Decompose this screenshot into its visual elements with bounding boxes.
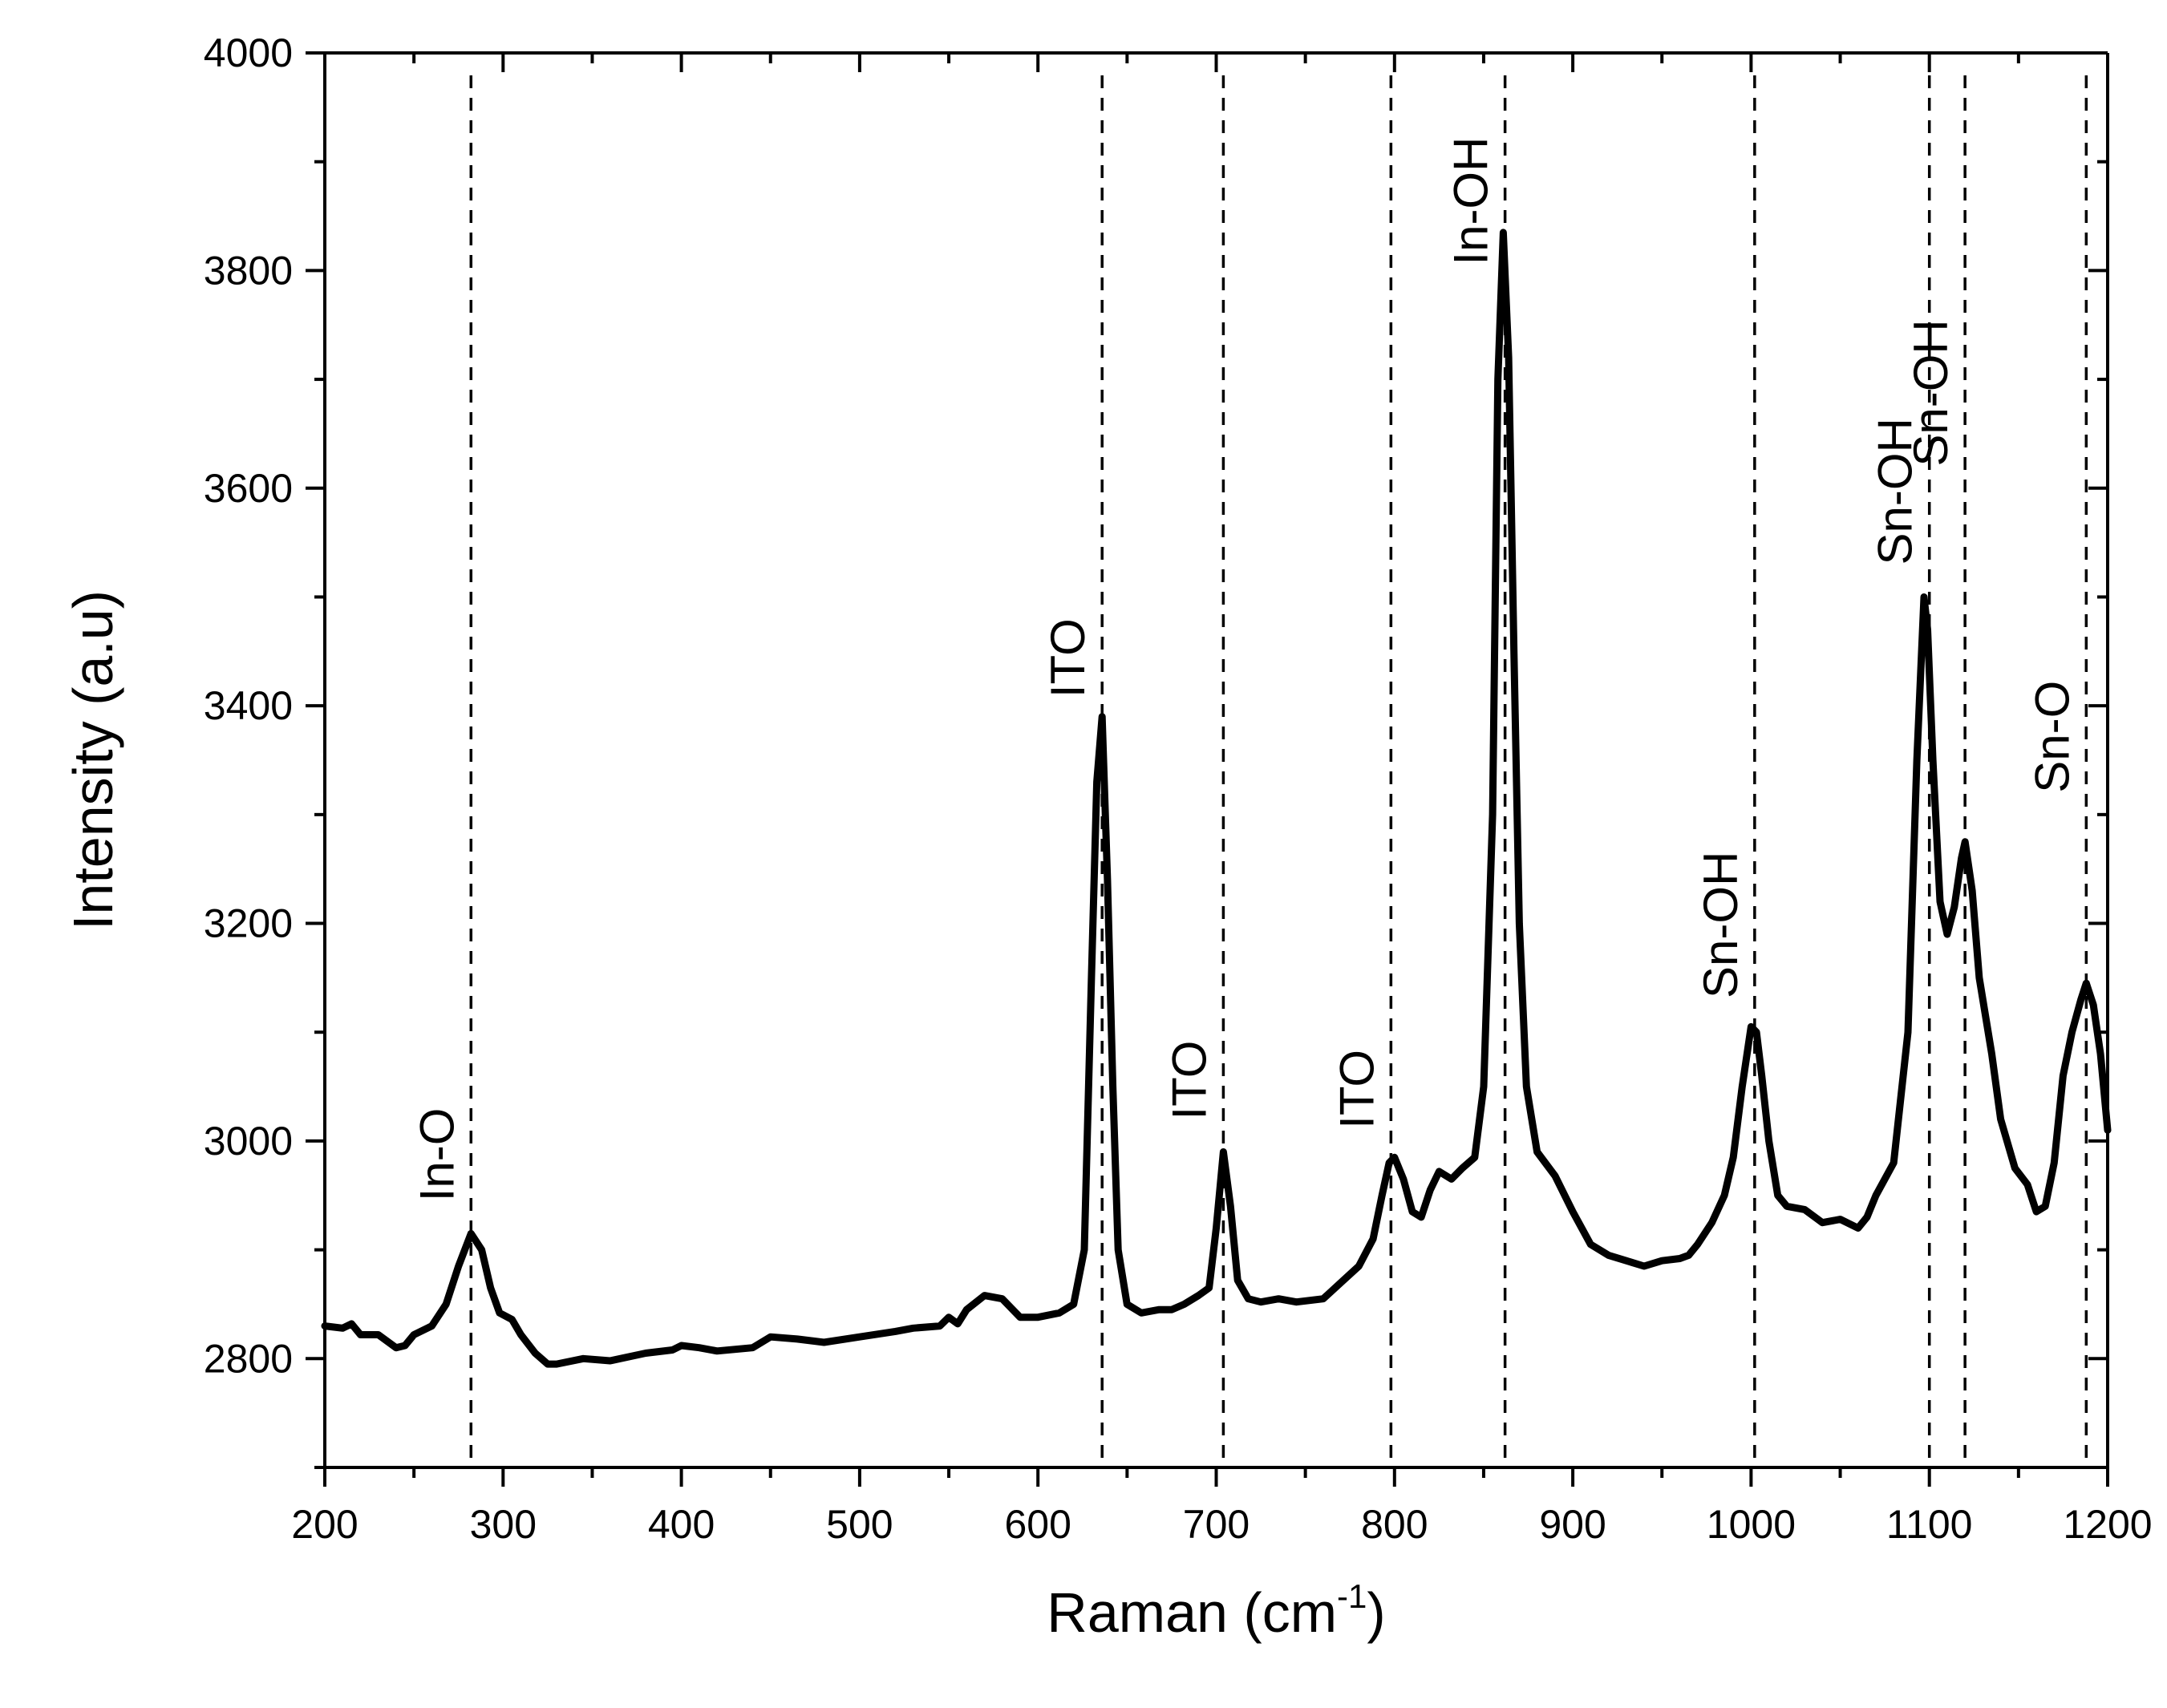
x-axis-title-suffix: ) [1367, 1581, 1385, 1644]
y-tick-label: 3200 [204, 901, 293, 946]
x-tick-label: 400 [648, 1502, 715, 1547]
x-axis-title-superscript: -1 [1337, 1577, 1367, 1615]
x-tick-label: 1100 [1886, 1502, 1973, 1547]
y-axis-title: Intensity (a.u) [62, 590, 124, 930]
y-tick-label: 3800 [204, 248, 293, 293]
y-tick-label: 3400 [204, 683, 293, 728]
x-axis-title-main: Raman (cm [1047, 1581, 1337, 1644]
x-tick-label: 200 [291, 1502, 358, 1547]
series-layer [321, 229, 2112, 1368]
peak-label-text: In-OH [1444, 137, 1498, 265]
peak-label-text: Sn-OH [1904, 319, 1958, 466]
peak-label-text: Sn-OH [1869, 418, 1922, 565]
y-tick-label: 4000 [204, 30, 293, 75]
y-tick-label: 2800 [204, 1336, 293, 1381]
peak-label-text: ITO [1041, 618, 1095, 698]
x-tick-label: 600 [1004, 1502, 1071, 1547]
x-tick-label: 1000 [1707, 1502, 1796, 1547]
peak-reference-lines [469, 75, 2088, 1467]
x-tick-label: 500 [826, 1502, 893, 1547]
peak-label-text: ITO [1330, 1050, 1383, 1129]
peak-label-text: Sn-O [2025, 681, 2079, 793]
x-tick-label: 700 [1183, 1502, 1250, 1547]
x-tick-label: 900 [1539, 1502, 1606, 1547]
y-axis-ticks: 2800 3000 3200 3400 3600 3800 4000 [204, 30, 2108, 1469]
x-tick-label: 1200 [2063, 1502, 2152, 1547]
peak-label-text: Sn-OH [1694, 852, 1748, 998]
peak-label-text: In-O [410, 1108, 464, 1202]
y-tick-label: 3000 [204, 1119, 293, 1164]
peak-label-text: ITO [1162, 1041, 1216, 1120]
x-axis-title: Raman (cm-1) [1047, 1577, 1385, 1644]
x-tick-label: 300 [470, 1502, 537, 1547]
x-axis-ticks: 200 300 400 500 600 700 800 900 1000 1100 1200 [291, 53, 2153, 1547]
y-tick-label: 3600 [204, 466, 293, 511]
spectrum-line [321, 229, 2112, 1368]
x-tick-label: 800 [1361, 1502, 1428, 1547]
